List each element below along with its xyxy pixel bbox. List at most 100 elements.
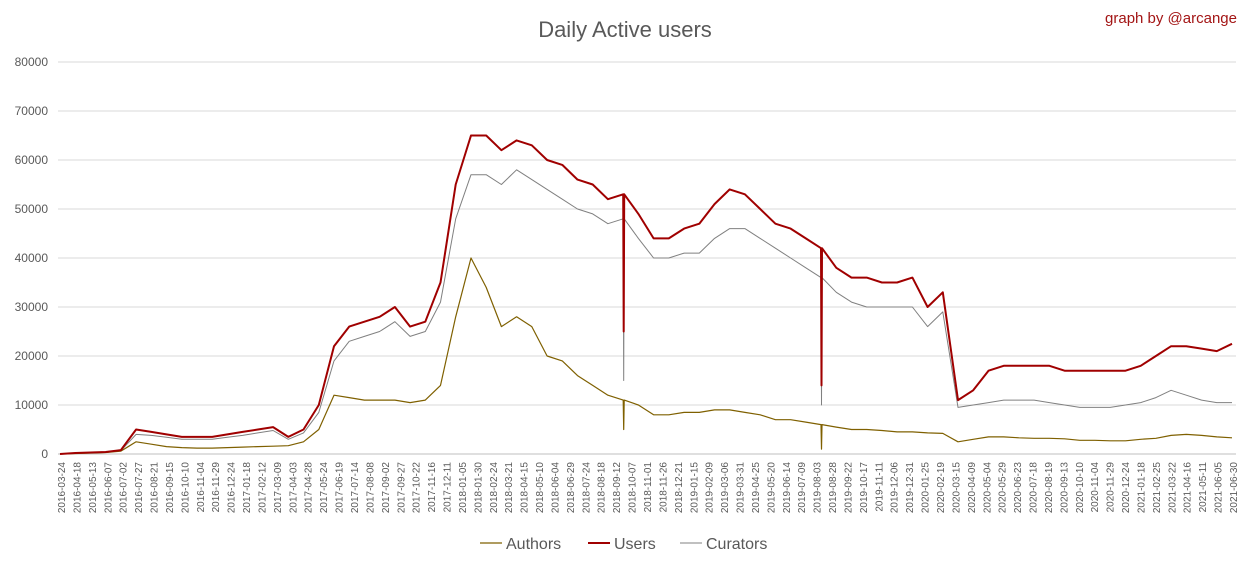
legend-label-curators: Curators (706, 536, 767, 553)
x-tick-label: 2020-09-13 (1059, 462, 1070, 514)
x-tick-label: 2017-09-27 (396, 462, 407, 514)
x-tick-label: 2018-01-05 (458, 462, 469, 514)
y-axis-ticks: 0 10000 20000 30000 40000 50000 60000 70000 8000… (15, 55, 49, 461)
x-tick-label: 2016-09-15 (165, 462, 176, 514)
x-tick-label: 2019-02-09 (705, 462, 716, 514)
x-tick-label: 2018-02-24 (489, 462, 500, 514)
x-tick-label: 2020-11-04 (1090, 462, 1101, 513)
x-tick-label: 2016-07-27 (134, 462, 145, 514)
x-tick-label: 2019-11-11 (874, 462, 885, 512)
y-tick-label: 80000 (15, 55, 49, 69)
series-line-curators (59, 169, 1232, 455)
x-tick-label: 2017-04-03 (288, 462, 299, 514)
x-tick-label: 2019-08-03 (813, 462, 824, 514)
x-tick-label: 2019-12-31 (905, 462, 916, 514)
x-tick-label: 2016-05-13 (88, 462, 99, 514)
y-tick-label: 70000 (15, 104, 49, 118)
x-tick-label: 2017-12-11 (443, 462, 454, 513)
x-tick-label: 2021-02-25 (1152, 462, 1163, 514)
x-tick-label: 2019-03-31 (736, 462, 747, 514)
x-tick-label: 2017-10-22 (412, 462, 423, 514)
y-tick-label: 10000 (15, 398, 49, 412)
x-tick-label: 2021-01-18 (1136, 462, 1147, 514)
x-tick-label: 2019-01-15 (689, 462, 700, 514)
x-tick-label: 2019-04-25 (751, 462, 762, 514)
x-tick-label: 2020-06-23 (1013, 462, 1024, 514)
x-tick-label: 2019-09-22 (843, 462, 854, 514)
x-tick-label: 2020-03-15 (951, 462, 962, 514)
x-tick-label: 2018-01-30 (473, 462, 484, 514)
x-tick-label: 2018-04-15 (520, 462, 531, 514)
legend: Authors Users Curators (480, 536, 767, 553)
x-tick-label: 2021-05-11 (1198, 462, 1209, 513)
x-tick-label: 2021-06-30 (1229, 462, 1240, 514)
x-tick-label: 2020-05-04 (982, 462, 993, 514)
x-tick-label: 2018-09-12 (612, 462, 623, 514)
x-tick-label: 2021-06-05 (1214, 462, 1225, 514)
credit-text: graph by @arcange (1105, 10, 1237, 27)
series-line-users (59, 134, 1233, 455)
x-tick-label: 2020-02-19 (936, 462, 947, 514)
x-tick-label: 2017-11-16 (427, 462, 438, 513)
x-tick-label: 2017-09-02 (381, 462, 392, 514)
x-tick-label: 2016-08-21 (150, 462, 161, 514)
x-tick-label: 2018-06-29 (566, 462, 577, 514)
x-tick-label: 2016-12-24 (227, 462, 238, 514)
x-tick-label: 2019-08-28 (828, 462, 839, 514)
x-tick-label: 2018-08-18 (597, 462, 608, 514)
x-tick-label: 2020-07-18 (1029, 462, 1040, 514)
x-tick-label: 2017-02-12 (257, 462, 268, 514)
x-tick-label: 2018-11-01 (643, 462, 654, 513)
x-tick-label: 2018-06-04 (550, 462, 561, 514)
x-tick-label: 2018-10-07 (628, 462, 639, 514)
x-tick-label: 2017-03-09 (273, 462, 284, 514)
legend-label-authors: Authors (506, 536, 561, 553)
y-tick-label: 50000 (15, 202, 49, 216)
x-tick-label: 2019-05-20 (766, 462, 777, 514)
y-tick-label: 40000 (15, 251, 49, 265)
x-tick-label: 2020-11-29 (1106, 462, 1117, 513)
x-tick-label: 2017-05-24 (319, 462, 330, 514)
x-tick-label: 2016-07-02 (119, 462, 130, 514)
x-tick-label: 2021-03-22 (1167, 462, 1178, 514)
x-tick-label: 2019-07-09 (797, 462, 808, 514)
y-tick-label: 0 (41, 447, 48, 461)
x-tick-label: 2020-05-29 (998, 462, 1009, 514)
x-tick-label: 2021-04-16 (1183, 462, 1194, 514)
x-tick-label: 2016-04-18 (72, 462, 83, 514)
x-tick-label: 2016-06-07 (103, 462, 114, 514)
x-tick-label: 2018-05-10 (535, 462, 546, 514)
x-tick-label: 2018-07-24 (581, 462, 592, 514)
x-tick-label: 2020-04-09 (967, 462, 978, 514)
x-tick-label: 2020-10-10 (1075, 462, 1086, 514)
series-lines (59, 134, 1233, 455)
x-tick-label: 2019-03-06 (720, 462, 731, 514)
x-tick-label: 2020-08-19 (1044, 462, 1055, 514)
x-tick-label: 2016-11-29 (211, 462, 222, 513)
x-tick-label: 2018-03-21 (504, 462, 515, 514)
x-tick-label: 2016-03-24 (57, 462, 68, 514)
y-tick-label: 30000 (15, 300, 49, 314)
x-tick-label: 2017-06-19 (335, 462, 346, 514)
x-tick-label: 2017-08-08 (365, 462, 376, 514)
x-tick-label: 2018-11-26 (658, 462, 669, 513)
x-tick-label: 2017-07-14 (350, 462, 361, 514)
x-tick-label: 2019-10-17 (859, 462, 870, 514)
x-tick-label: 2019-12-06 (890, 462, 901, 514)
y-tick-label: 60000 (15, 153, 49, 167)
x-tick-label: 2020-12-24 (1121, 462, 1132, 514)
gridlines (58, 61, 1236, 455)
y-tick-label: 20000 (15, 349, 49, 363)
chart-title: Daily Active users (538, 17, 712, 42)
x-tick-label: 2016-10-10 (180, 462, 191, 514)
x-tick-label: 2016-11-04 (196, 462, 207, 513)
series-line-authors (59, 257, 1233, 455)
x-tick-label: 2019-06-14 (782, 462, 793, 514)
legend-label-users: Users (614, 536, 656, 553)
x-axis-ticks: 2016-03-24 2016-04-18 2016-05-13 2016-06-07… (57, 462, 1240, 514)
x-tick-label: 2017-01-18 (242, 462, 253, 514)
x-tick-label: 2017-04-28 (304, 462, 315, 514)
x-tick-label: 2018-12-21 (674, 462, 685, 514)
x-tick-label: 2020-01-25 (921, 462, 932, 514)
